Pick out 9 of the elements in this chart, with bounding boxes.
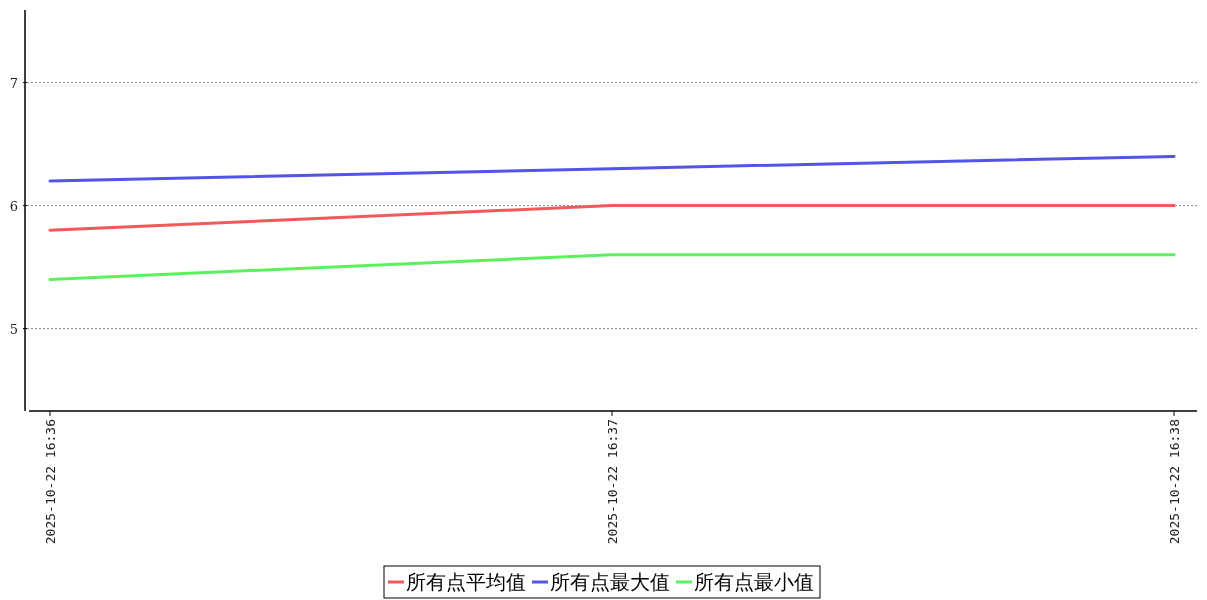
legend-label: 所有点最小值: [694, 570, 814, 594]
y-tick-label: 7: [9, 75, 18, 91]
y-tick-label: 6: [9, 198, 18, 214]
x-tick-label: 2025-10-22 16:38: [1167, 419, 1182, 545]
legend-label: 所有点最大值: [550, 570, 670, 594]
y-tick-label: 5: [9, 321, 18, 337]
x-tick-label: 2025-10-22 16:37: [605, 419, 620, 545]
legend-label: 所有点平均值: [406, 570, 526, 594]
x-tick-label: 2025-10-22 16:36: [43, 419, 58, 545]
